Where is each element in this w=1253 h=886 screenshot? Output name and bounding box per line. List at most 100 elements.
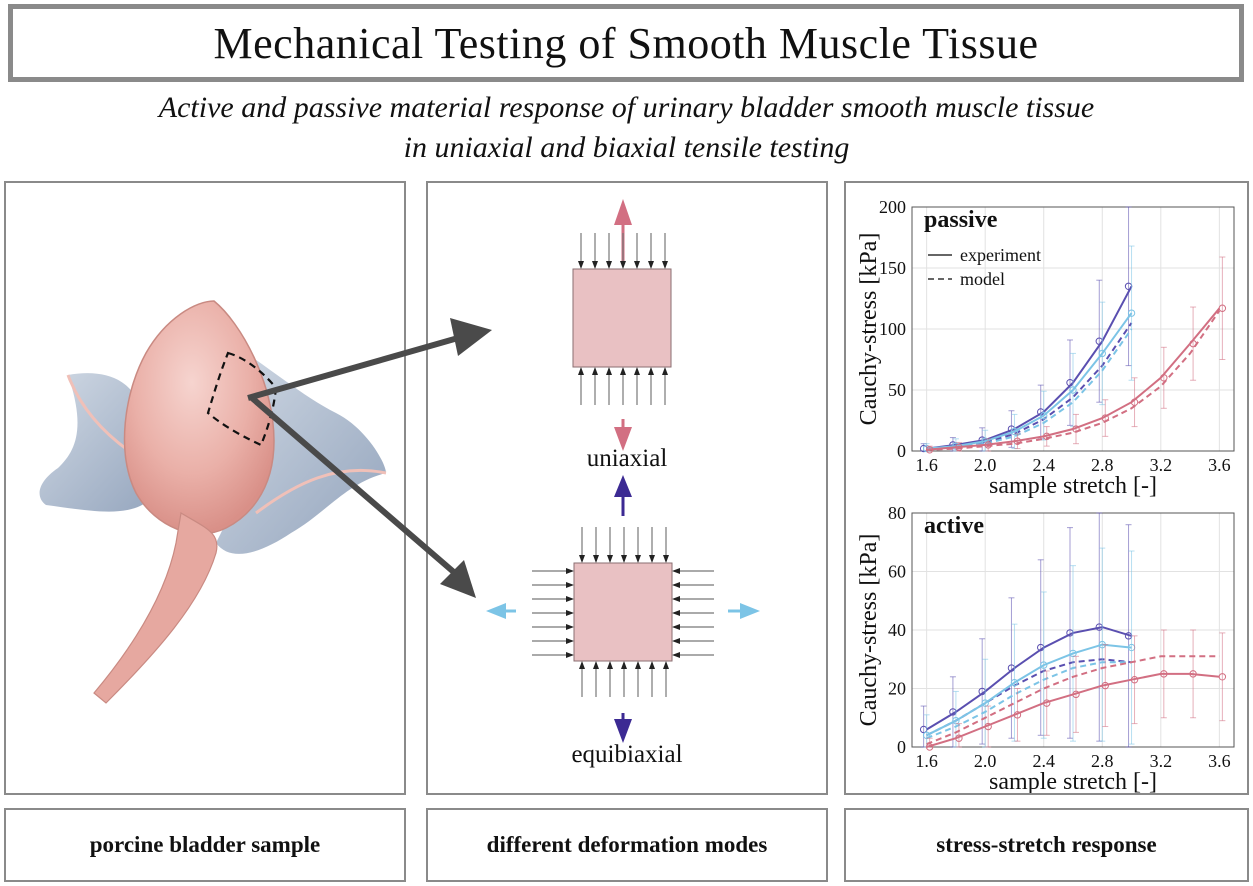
x-axis-label: sample stretch [-] [989,769,1157,793]
x-tick-label: 2.0 [974,455,997,475]
y-tick-label: 0 [897,737,906,757]
x-tick-label: 2.8 [1091,455,1114,475]
equibiaxial-right-arrow [740,603,760,619]
wire-tip [672,582,680,588]
uniaxial-specimen-group [572,199,672,451]
wire-tip [672,624,680,630]
page-title: Mechanical Testing of Smooth Muscle Tiss… [213,18,1039,68]
x-tick-label: 3.6 [1208,751,1231,771]
x-tick-label: 3.2 [1150,751,1173,771]
active-chart: 1.6 2.0 2.4 2.8 3.2 3.6 0 20 40 60 80 sample stretc… [856,503,1235,795]
wire-tip [620,367,626,375]
x-tick-label: 2.4 [1032,751,1055,771]
x-tick-label: 3.6 [1208,455,1231,475]
data-point [1040,411,1048,420]
data-point [1010,678,1019,687]
experiment-line [926,312,1133,450]
data-point [922,731,931,739]
wire-tip [566,568,574,574]
wire-tip [593,555,599,563]
chart-title: passive [924,207,998,233]
wire-tip [606,261,612,269]
wire-tip [566,638,574,644]
urethra [93,512,218,704]
caption-bladder-sample: porcine bladder sample [4,808,406,882]
experiment-line [926,626,1132,731]
deformation-diagram [486,199,760,743]
wire-tip [621,661,627,669]
subtitle: Active and passive material response of … [0,88,1253,168]
plot-frame [911,512,1235,748]
stress-stretch-panel: 1.6 2.0 2.4 2.8 3.2 3.6 0 50 100 150 200 sample str… [844,181,1249,795]
equibiaxial-down-arrow [614,719,632,743]
equibiaxial-up-arrow [614,475,632,497]
bladder-illustration [39,300,387,704]
bladder-sample-panel [4,181,406,795]
subtitle-line-1: Active and passive material response of … [158,91,1095,124]
y-tick-label: 150 [879,258,906,278]
y-tick-label: 0 [897,441,906,461]
x-axis-label: sample stretch [-] [989,473,1157,499]
wire-tip [566,596,574,602]
wire-tip [649,661,655,669]
data-point [1040,661,1048,669]
x-tick-label: 2.8 [1091,751,1114,771]
y-tick-label: 50 [888,380,906,400]
x-tick-label: 2.4 [1032,455,1055,475]
data-point [1127,309,1136,317]
subtitle-line-2: in uniaxial and biaxial tensile testing [403,131,850,164]
plot-frame [911,206,1235,452]
wire-tip [634,367,640,375]
wire-tip [579,661,585,669]
wire-tip [635,661,641,669]
experiment-line [926,307,1221,451]
deformation-modes-panel: uniaxial equibiaxial [426,181,828,795]
wire-tip [649,555,655,563]
equibiaxial-specimen-group [486,475,760,743]
y-tick-label: 200 [879,197,906,217]
wire-tip [648,261,654,269]
experiment-line [926,643,1132,737]
wire-tip [648,367,654,375]
y-tick-label: 20 [888,679,906,699]
wire-tip [662,367,668,375]
experiment-line [926,672,1220,748]
series-2 [925,256,1227,454]
wire-tip [578,261,584,269]
series-1 [922,547,1136,748]
data-point [1069,386,1077,394]
legend-label: model [960,269,1005,289]
wire-tip [635,555,641,563]
wire-tip [579,555,585,563]
wire-tip [566,610,574,616]
uniaxial-specimen [572,268,672,368]
equibiaxial-label: equibiaxial [571,741,683,768]
wire-tip [578,367,584,375]
wire-tip [607,555,613,563]
wire-tip [566,582,574,588]
y-tick-label: 80 [888,503,906,523]
y-tick-label: 40 [888,620,906,640]
model-line [926,328,1133,451]
chart-title: active [924,513,984,539]
data-point [1010,427,1019,436]
caption-deformation-modes: different deformation modes [426,808,828,882]
equibiaxial-wires [532,527,714,697]
wire-tip [663,661,669,669]
wire-tip [566,624,574,630]
wire-tip [634,261,640,269]
wire-tip [566,652,574,658]
x-tick-label: 2.0 [974,751,997,771]
wire-tip [593,661,599,669]
wire-tip [672,596,680,602]
x-tick-label: 1.6 [915,751,938,771]
uniaxial-label: uniaxial [586,445,668,472]
wire-tip [672,652,680,658]
legend-label: experiment [960,245,1041,265]
wire-tip [620,261,626,269]
passive-chart: 1.6 2.0 2.4 2.8 3.2 3.6 0 50 100 150 200 sample str… [856,197,1235,499]
uniaxial-top-wires [578,233,668,269]
series-0 [919,512,1133,748]
y-tick-label: 100 [879,319,906,339]
caption-stress-stretch: stress-stretch response [844,808,1249,882]
